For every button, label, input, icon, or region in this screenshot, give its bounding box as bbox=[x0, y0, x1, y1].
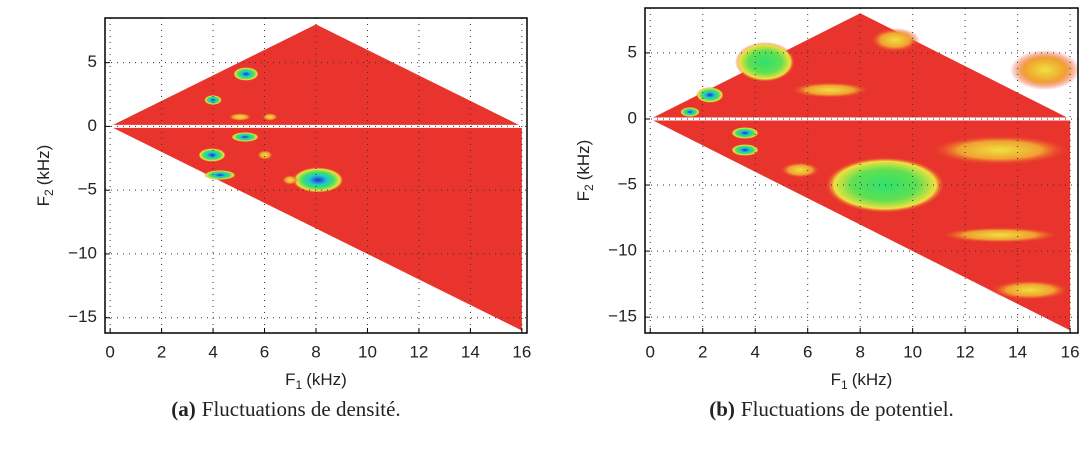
ylabel-unit: (kHz) bbox=[574, 140, 593, 181]
plot-area bbox=[645, 13, 1078, 331]
caption-tag: (a) bbox=[171, 397, 196, 421]
coherence-blob bbox=[780, 162, 820, 178]
caption-tag: (b) bbox=[709, 397, 735, 421]
upper-domain bbox=[650, 13, 1071, 119]
ylabel-main: F bbox=[574, 191, 593, 201]
xlabel-main: F bbox=[831, 370, 841, 389]
x-tick-label: 12 bbox=[956, 342, 975, 361]
ylabel-main: F bbox=[34, 196, 53, 206]
y-tick-label: −5 bbox=[78, 180, 97, 199]
xlabel: F1 (kHz) bbox=[285, 370, 347, 392]
coherence-blob bbox=[257, 150, 273, 160]
x-tick-label: 10 bbox=[903, 342, 922, 361]
x-tick-label: 14 bbox=[1008, 342, 1027, 361]
upper-domain bbox=[110, 24, 522, 127]
coherence-blob bbox=[1010, 50, 1078, 90]
x-tick-label: 16 bbox=[512, 342, 531, 361]
y-tick-label: −15 bbox=[68, 307, 97, 326]
coherence-blob bbox=[735, 42, 795, 82]
x-tick-label: 14 bbox=[461, 342, 480, 361]
y-tick-label: 5 bbox=[88, 52, 97, 71]
coherence-blob bbox=[790, 82, 870, 98]
y-tick-label: −10 bbox=[608, 241, 637, 260]
coherence-blob bbox=[990, 280, 1070, 300]
coherence-blob bbox=[696, 87, 724, 103]
coherence-blob bbox=[680, 107, 700, 117]
y-tick-label: 0 bbox=[88, 116, 97, 135]
x-tick-label: 16 bbox=[1061, 342, 1080, 361]
coherence-blob bbox=[870, 28, 920, 52]
x-tick-label: 2 bbox=[157, 342, 166, 361]
x-tick-label: 4 bbox=[208, 342, 217, 361]
ylabel: F2 (kHz) bbox=[34, 145, 56, 207]
xlabel-main: F bbox=[285, 370, 295, 389]
ylabel-sub: 2 bbox=[582, 184, 596, 191]
x-tick-label: 2 bbox=[698, 342, 707, 361]
y-tick-label: 0 bbox=[628, 108, 637, 127]
plot-area bbox=[105, 24, 527, 331]
coherence-blob bbox=[282, 175, 298, 185]
caption-text: Fluctuations de potentiel. bbox=[741, 397, 954, 421]
xlabel-sub: 1 bbox=[296, 378, 303, 392]
caption-text: Fluctuations de densité. bbox=[202, 397, 401, 421]
xlabel-unit: (kHz) bbox=[852, 370, 893, 389]
coherence-blob bbox=[930, 135, 1070, 165]
xlabel: F1 (kHz) bbox=[831, 370, 893, 392]
coherence-blob bbox=[262, 113, 278, 121]
x-tick-label: 6 bbox=[260, 342, 269, 361]
coherence-blob bbox=[228, 113, 252, 121]
axes-frame bbox=[104, 17, 528, 334]
y-tick-label: −5 bbox=[618, 175, 637, 194]
xlabel-sub: 1 bbox=[841, 378, 848, 392]
y-tick-label: −10 bbox=[68, 243, 97, 262]
coherence-blob bbox=[292, 167, 344, 193]
coherence-blob bbox=[731, 127, 759, 139]
ylabel-unit: (kHz) bbox=[34, 145, 53, 186]
x-tick-label: 0 bbox=[646, 342, 655, 361]
x-tick-label: 12 bbox=[409, 342, 428, 361]
coherence-blob bbox=[940, 227, 1060, 243]
coherence-blob bbox=[231, 132, 259, 142]
axes-frame bbox=[644, 7, 1079, 334]
xlabel-unit: (kHz) bbox=[306, 370, 347, 389]
x-tick-label: 6 bbox=[803, 342, 812, 361]
coherence-blob bbox=[198, 148, 226, 162]
x-tick-label: 8 bbox=[855, 342, 864, 361]
coherence-blob bbox=[204, 170, 236, 180]
ylabel-sub: 2 bbox=[42, 189, 56, 196]
x-tick-label: 4 bbox=[750, 342, 759, 361]
x-tick-label: 10 bbox=[358, 342, 377, 361]
coherence-blob bbox=[204, 95, 222, 105]
ylabel: F2 (kHz) bbox=[574, 140, 596, 202]
y-tick-label: −15 bbox=[608, 307, 637, 326]
x-tick-label: 0 bbox=[105, 342, 114, 361]
x-tick-label: 8 bbox=[311, 342, 320, 361]
caption: (b) Fluctuations de potentiel. bbox=[709, 397, 954, 421]
coherence-blob bbox=[731, 144, 759, 156]
coherence-blob bbox=[233, 67, 259, 81]
y-tick-label: 5 bbox=[628, 42, 637, 61]
caption: (a) Fluctuations de densité. bbox=[171, 397, 400, 421]
